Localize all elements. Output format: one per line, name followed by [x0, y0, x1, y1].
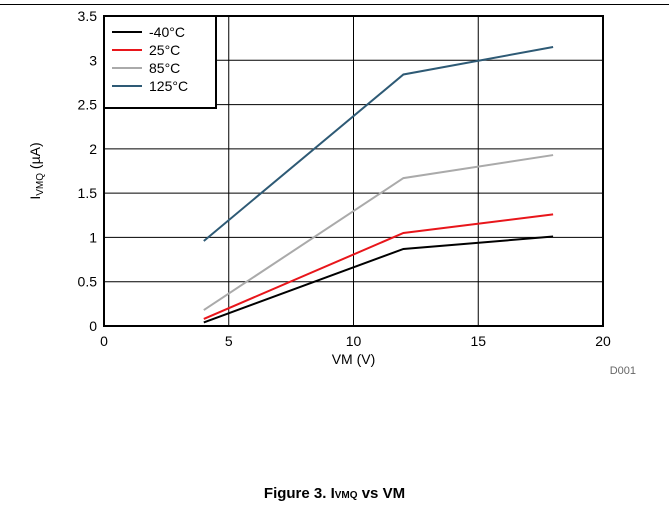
- y-tick-label: 0: [89, 318, 97, 334]
- legend-label: -40°C: [149, 24, 185, 40]
- y-axis-label: IVMQ (µA): [27, 142, 46, 199]
- x-tick-label: 5: [225, 333, 233, 349]
- y-axis-label-main: I: [27, 196, 43, 200]
- series-lines: [203, 46, 554, 324]
- x-axis-label: VM (V): [332, 351, 376, 367]
- annotation-d001: D001: [610, 365, 636, 377]
- series-line: [203, 46, 554, 242]
- x-tick-label: 0: [100, 333, 108, 349]
- x-tick-label: 15: [470, 333, 486, 349]
- caption-subscript: VMQ: [334, 490, 358, 501]
- y-tick-label: 3.5: [78, 8, 98, 24]
- plot-frame: [103, 15, 604, 327]
- series-line: [203, 154, 554, 311]
- y-axis-label-sub: VMQ: [35, 173, 46, 196]
- y-tick-labels: 0 0.5 1 1.5 2 2.5 3 3.5: [78, 8, 98, 334]
- y-tick-label: 1.5: [78, 185, 98, 201]
- series-line: [203, 213, 554, 320]
- y-tick-label: 2.5: [78, 97, 98, 113]
- legend-label: 25°C: [149, 42, 180, 58]
- legend-label: 125°C: [149, 78, 188, 94]
- caption-prefix: Figure 3. I: [263, 485, 335, 502]
- chart: 0 5 10 15 20 0 0.5 1 1.5 2 2.5 3 3.5 VM (V) IVMQ (µ…: [27, 8, 636, 377]
- figure-caption: Figure 3. IVMQ vs VM: [0, 485, 669, 502]
- y-tick-label: 1: [89, 229, 97, 245]
- legend-label: 85°C: [149, 60, 180, 76]
- caption-suffix: vs VM: [357, 485, 406, 502]
- x-tick-label: 20: [595, 333, 611, 349]
- y-tick-label: 0.5: [78, 274, 98, 290]
- y-tick-label: 3: [89, 52, 97, 68]
- y-axis-label-unit: (µA): [27, 142, 43, 173]
- x-tick-labels: 0 5 10 15 20: [100, 333, 611, 349]
- x-tick-label: 10: [346, 333, 362, 349]
- top-rule: [0, 4, 669, 5]
- series-line: [203, 235, 554, 324]
- y-tick-label: 2: [89, 141, 97, 157]
- legend: -40°C 25°C 85°C 125°C: [103, 15, 217, 109]
